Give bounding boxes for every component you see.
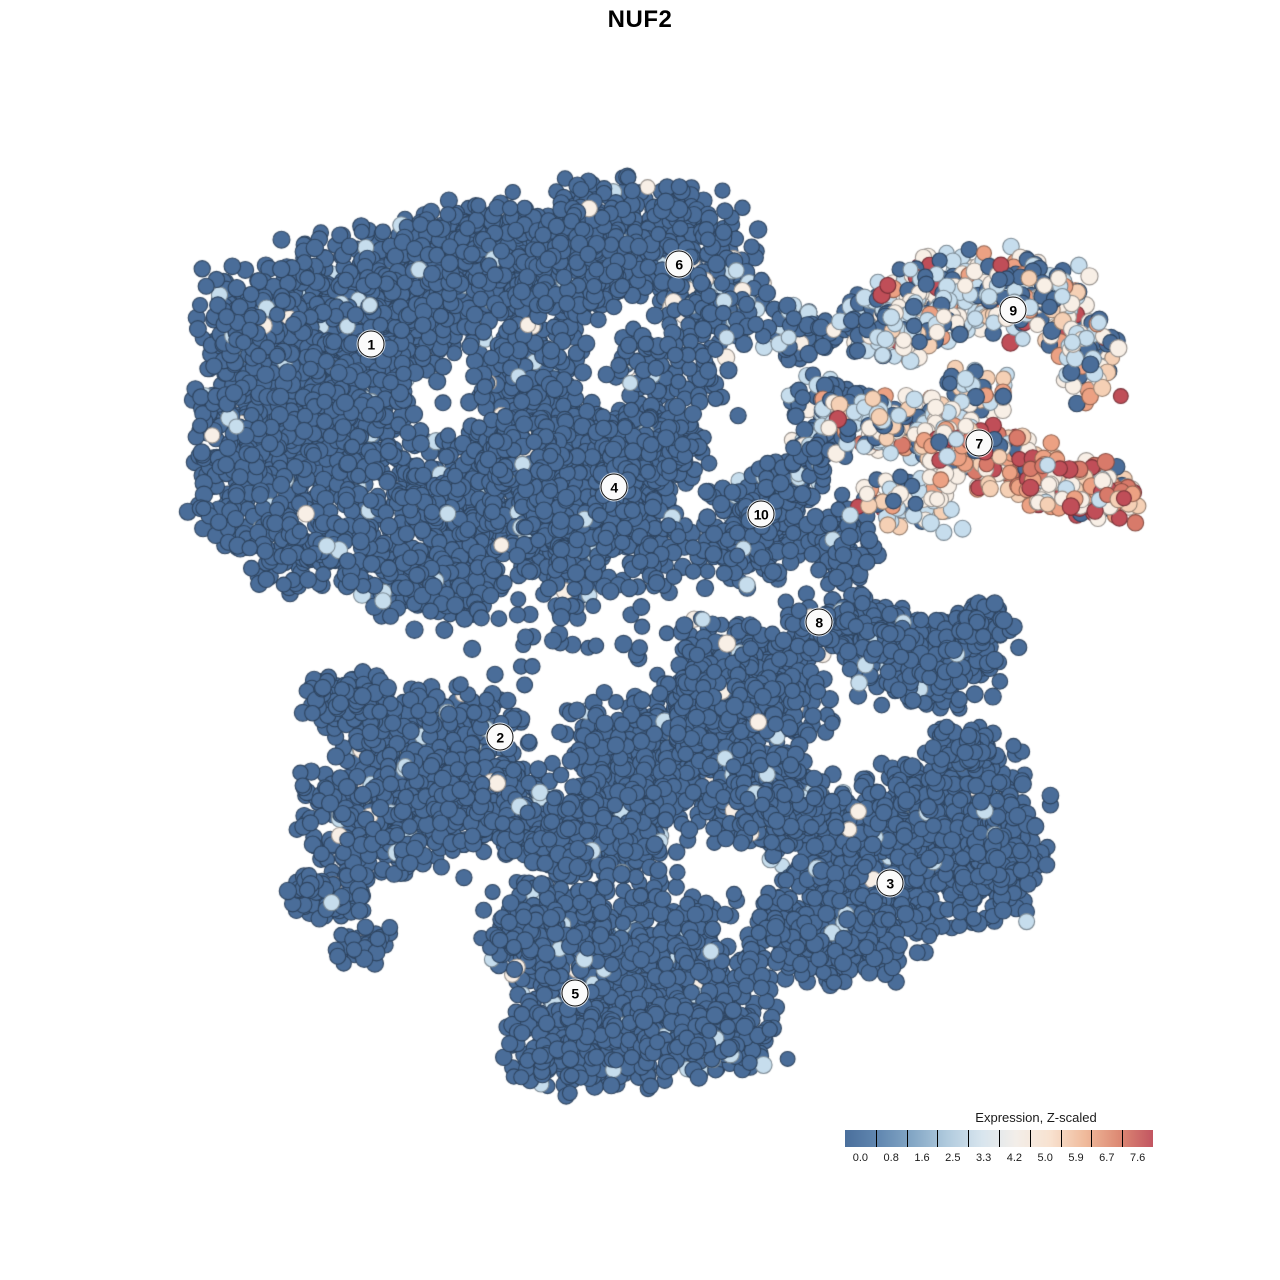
legend-tick-mark bbox=[1091, 1130, 1093, 1147]
legend-tick-mark bbox=[999, 1130, 1000, 1147]
cluster-label-1: 1 bbox=[357, 330, 385, 358]
legend-tick-mark bbox=[968, 1130, 970, 1147]
legend-tick-label: 7.6 bbox=[1129, 1152, 1146, 1164]
legend-title: Expression, Z-scaled bbox=[975, 1110, 1097, 1125]
legend-tick-label: 2.5 bbox=[945, 1152, 961, 1164]
cluster-label-3: 3 bbox=[876, 869, 904, 897]
legend-colorbar bbox=[845, 1130, 1153, 1147]
legend-tick-label: 5.0 bbox=[1037, 1152, 1053, 1164]
legend-tick-mark bbox=[906, 1130, 908, 1147]
legend-tick-mark bbox=[1060, 1130, 1062, 1147]
legend-tick-mark bbox=[937, 1130, 939, 1147]
cluster-label-2: 2 bbox=[486, 723, 514, 751]
cluster-label-10: 10 bbox=[747, 500, 775, 528]
legend-tick-label: 3.3 bbox=[975, 1152, 992, 1164]
legend-tick-label: 5.9 bbox=[1068, 1152, 1084, 1164]
cluster-label-9: 9 bbox=[999, 296, 1027, 324]
legend-tick-label: 0.0 bbox=[852, 1152, 869, 1164]
cluster-label-8: 8 bbox=[805, 608, 833, 636]
legend-tick-mark bbox=[1122, 1130, 1124, 1147]
legend-tick-label: 4.2 bbox=[1006, 1152, 1023, 1164]
legend-tick-label: 0.8 bbox=[883, 1152, 899, 1164]
legend-tick-label: 1.6 bbox=[914, 1152, 930, 1164]
cluster-label-6: 6 bbox=[665, 250, 693, 278]
cluster-label-7: 7 bbox=[965, 429, 993, 457]
legend-tick-label: 6.7 bbox=[1099, 1152, 1115, 1164]
cluster-label-5: 5 bbox=[561, 979, 589, 1007]
legend-tick-mark bbox=[1029, 1130, 1031, 1147]
cluster-label-4: 4 bbox=[600, 473, 628, 501]
legend-tick-mark bbox=[875, 1130, 877, 1147]
